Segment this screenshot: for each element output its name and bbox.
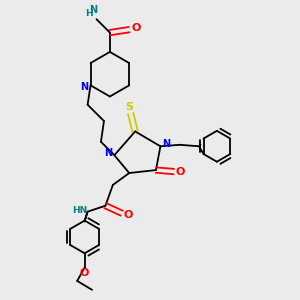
Text: N: N — [80, 82, 88, 92]
Text: HN: HN — [72, 206, 87, 215]
Text: O: O — [176, 167, 185, 177]
Text: S: S — [125, 102, 133, 112]
Text: N: N — [162, 139, 170, 149]
Text: O: O — [80, 268, 89, 278]
Text: N: N — [104, 148, 112, 158]
Text: O: O — [124, 210, 133, 220]
Text: O: O — [131, 23, 140, 33]
Text: H: H — [85, 9, 93, 18]
Text: N: N — [89, 5, 98, 15]
